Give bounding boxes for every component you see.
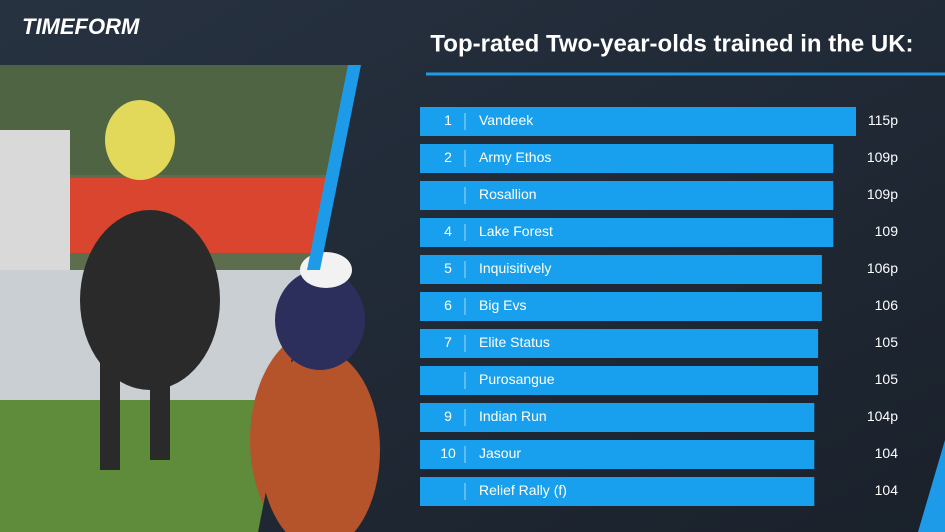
bar-label: Inquisitively	[479, 260, 551, 276]
bar	[420, 144, 834, 173]
stripe	[307, 65, 361, 270]
bar	[420, 403, 815, 432]
bar	[420, 366, 819, 395]
rank: 5	[444, 260, 452, 276]
bar-label: Big Evs	[479, 297, 526, 313]
bar-label: Rosallion	[479, 186, 537, 202]
bar-label: Relief Rally (f)	[479, 482, 567, 498]
rank: 1	[444, 112, 452, 128]
stripe	[918, 440, 945, 532]
bar	[420, 329, 819, 358]
bar-label: Jasour	[479, 445, 521, 461]
rank: 2	[444, 149, 452, 165]
bar-label: Army Ethos	[479, 149, 551, 165]
bar	[420, 440, 815, 469]
rank: 9	[444, 408, 452, 424]
bar	[420, 477, 815, 506]
bar-label: Elite Status	[479, 334, 550, 350]
bar	[420, 107, 856, 136]
bar-label: Lake Forest	[479, 223, 553, 239]
value-label: 109	[875, 223, 899, 239]
bar	[420, 292, 822, 321]
bar	[420, 181, 834, 210]
rank: 4	[444, 223, 452, 239]
chart-title: Top-rated Two-year-olds trained in the U…	[430, 30, 913, 57]
value-label: 106p	[867, 260, 898, 276]
value-label: 109p	[867, 186, 898, 202]
bar	[420, 255, 822, 284]
bar-label: Vandeek	[479, 112, 534, 128]
rank: 7	[444, 334, 452, 350]
value-label: 105	[875, 371, 899, 387]
bar	[420, 218, 834, 247]
rank: 6	[444, 297, 452, 313]
horse	[260, 350, 380, 532]
bar-label: Purosangue	[479, 371, 555, 387]
value-label: 106	[875, 297, 899, 313]
value-label: 105	[875, 334, 899, 350]
value-label: 109p	[867, 149, 898, 165]
jockey	[275, 270, 365, 370]
value-label: 115p	[868, 112, 898, 128]
value-label: 104p	[867, 408, 898, 424]
bar-label: Indian Run	[479, 408, 547, 424]
logo: TIMEFORM	[22, 14, 140, 39]
rank: 10	[440, 445, 456, 461]
value-label: 104	[875, 482, 899, 498]
value-label: 104	[875, 445, 899, 461]
